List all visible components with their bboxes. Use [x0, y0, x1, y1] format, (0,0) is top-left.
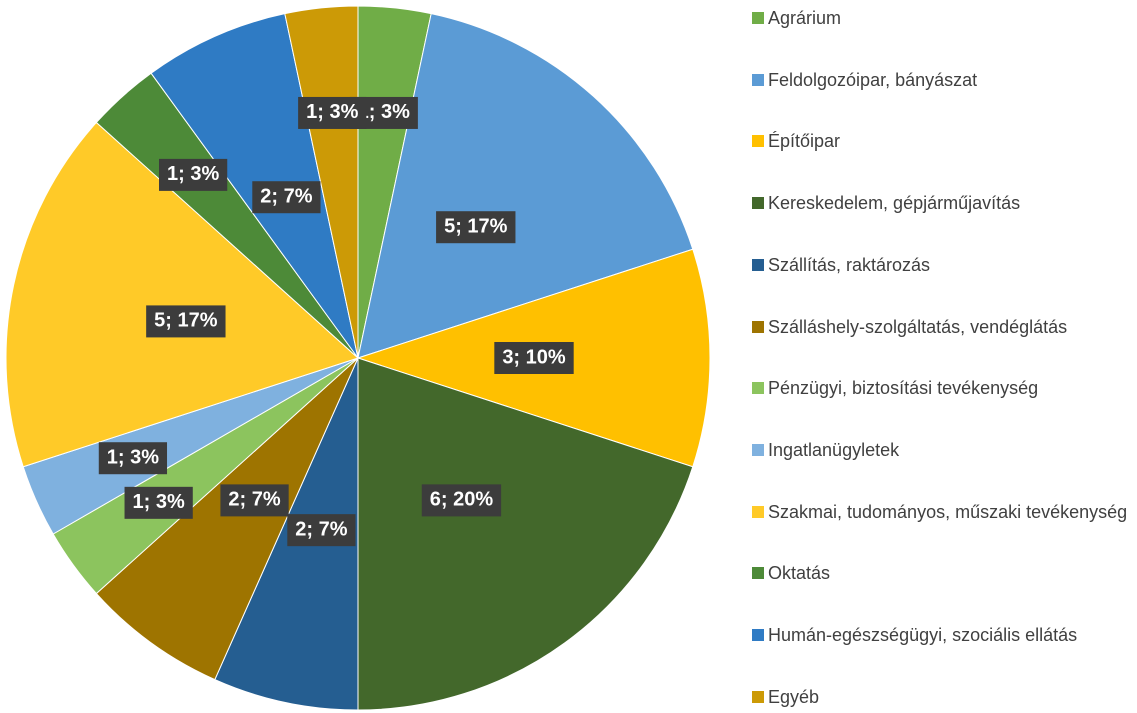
legend-swatch	[752, 690, 764, 703]
legend-item: Humán-egészségügyi, szociális ellátás	[752, 623, 1132, 647]
data-label-text: 1; 3%	[306, 101, 358, 123]
legend-label: Egyéb	[768, 686, 820, 707]
data-label: 5; 17%	[436, 211, 516, 244]
legend-label: Szálláshely-szolgáltatás, vendéglátás	[768, 316, 1068, 337]
data-label: 2; 7%	[287, 514, 356, 547]
legend-item: Agrárium	[752, 6, 1132, 30]
legend-swatch	[752, 443, 764, 456]
data-label: 1; 3%	[124, 486, 193, 519]
legend-item: Szakmai, tudományos, műszaki tevékenység	[752, 500, 1132, 524]
data-label-text: 5; 17%	[154, 310, 218, 332]
legend-label: Építőipar	[768, 131, 841, 152]
pie-slice	[5, 121, 359, 468]
legend-label: Ingatlanügyletek	[768, 439, 900, 460]
legend-swatch	[752, 73, 764, 86]
data-label-box	[436, 211, 516, 244]
legend: Agrárium Feldolgozóipar, bányászat Építőip…	[752, 0, 1137, 713]
data-label: 6; 20%	[421, 484, 502, 517]
data-label-box	[98, 442, 168, 475]
data-label-text: 5; 17%	[444, 215, 508, 237]
legend-label: Humán-egészségügyi, szociális ellátás	[768, 625, 1078, 645]
data-label-box	[220, 484, 289, 517]
legend-item: Egyéb	[752, 685, 1132, 709]
legend-item: Építőipar	[752, 129, 1132, 153]
data-label-text: 3; 10%	[502, 346, 566, 368]
legend-item: Ingatlanügyletek	[752, 438, 1132, 462]
data-label-box	[124, 486, 193, 519]
legend-item: Oktatás	[752, 561, 1132, 585]
data-label-box	[421, 484, 502, 517]
legend-swatch	[752, 258, 764, 271]
data-label: 2; 7%	[252, 181, 321, 214]
legend-swatch	[752, 629, 764, 641]
legend-item: Pénzügyi, biztosítási tevékenység	[752, 376, 1132, 400]
legend-swatch	[752, 12, 764, 24]
data-label: 1; 3%	[159, 158, 228, 191]
data-label: 1; 3%	[298, 96, 367, 129]
data-label-text: 1; 3%	[133, 491, 185, 513]
data-label-text: 2; 7%	[228, 489, 280, 511]
data-label-text: 2; 7%	[260, 185, 312, 207]
legend-item: Kereskedelem, gépjárműjavítás	[752, 191, 1132, 215]
pie-slice	[357, 13, 694, 359]
legend-label: Kereskedelem, gépjárműjavítás	[768, 193, 1021, 214]
data-label-box	[159, 158, 228, 191]
legend-swatch	[752, 320, 764, 333]
data-label-text: 6; 20%	[430, 489, 494, 511]
legend-label: Szállítás, raktározás	[768, 254, 931, 275]
legend-label: Szakmai, tudományos, műszaki tevékenység	[768, 501, 1128, 522]
data-label: 3; 10%	[494, 342, 574, 374]
data-label-box	[146, 305, 226, 338]
chart: 1; 3%5; 17%3; 10%6; 20%2; 7%2; 7%1; 3%1;…	[5, 5, 711, 711]
data-label-text: 2; 7%	[295, 518, 347, 540]
data-label-text: 1; 3%	[107, 447, 159, 469]
pie-slice	[357, 357, 694, 711]
data-label-box	[252, 181, 321, 214]
data-label: 1; 3%	[98, 442, 168, 475]
data-label: 2; 7%	[220, 484, 289, 517]
legend-label: Pénzügyi, biztosítási tevékenység	[768, 378, 1039, 399]
legend-item: Szállítás, raktározás	[752, 253, 1132, 277]
data-label-text: 1; 3%	[167, 163, 219, 185]
data-label: 5; 17%	[146, 305, 226, 338]
legend-swatch	[752, 505, 764, 518]
data-label-box	[494, 342, 574, 374]
data-label-box	[287, 514, 356, 547]
legend-label: Agrárium	[768, 8, 842, 28]
legend-item: Feldolgozóipar, bányászat	[752, 68, 1132, 92]
legend-swatch	[752, 567, 764, 580]
pie-slice	[214, 357, 359, 711]
legend-item: Szálláshely-szolgáltatás, vendéglátás	[752, 315, 1132, 339]
legend-swatch	[752, 382, 764, 395]
pie-slice	[284, 5, 359, 359]
pie-slice	[95, 357, 359, 681]
data-label-text: 1; 3%	[358, 101, 410, 123]
legend-swatch	[752, 135, 764, 148]
legend-swatch	[752, 197, 764, 210]
data-label-box	[298, 96, 367, 129]
legend-label: Oktatás	[768, 563, 831, 584]
legend-label: Feldolgozóipar, bányászat	[768, 69, 978, 90]
